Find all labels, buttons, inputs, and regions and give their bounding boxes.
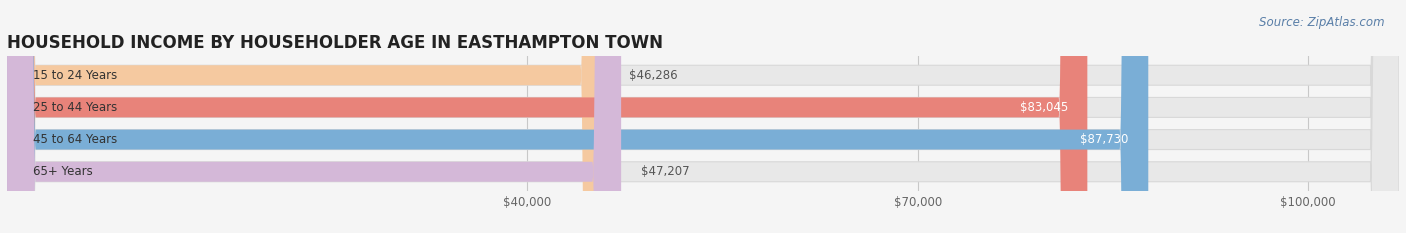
Text: Source: ZipAtlas.com: Source: ZipAtlas.com (1260, 16, 1385, 29)
Text: HOUSEHOLD INCOME BY HOUSEHOLDER AGE IN EASTHAMPTON TOWN: HOUSEHOLD INCOME BY HOUSEHOLDER AGE IN E… (7, 34, 664, 51)
Text: $46,286: $46,286 (628, 69, 678, 82)
FancyBboxPatch shape (7, 0, 1087, 233)
FancyBboxPatch shape (7, 0, 1399, 233)
Text: 25 to 44 Years: 25 to 44 Years (34, 101, 117, 114)
FancyBboxPatch shape (7, 0, 1399, 233)
FancyBboxPatch shape (7, 0, 609, 233)
Text: $87,730: $87,730 (1080, 133, 1129, 146)
FancyBboxPatch shape (7, 0, 1399, 233)
FancyBboxPatch shape (7, 0, 1149, 233)
FancyBboxPatch shape (7, 0, 1399, 233)
FancyBboxPatch shape (7, 0, 621, 233)
Text: $47,207: $47,207 (641, 165, 689, 178)
Text: $83,045: $83,045 (1019, 101, 1067, 114)
Text: 65+ Years: 65+ Years (34, 165, 93, 178)
Text: 45 to 64 Years: 45 to 64 Years (34, 133, 117, 146)
Text: 15 to 24 Years: 15 to 24 Years (34, 69, 117, 82)
